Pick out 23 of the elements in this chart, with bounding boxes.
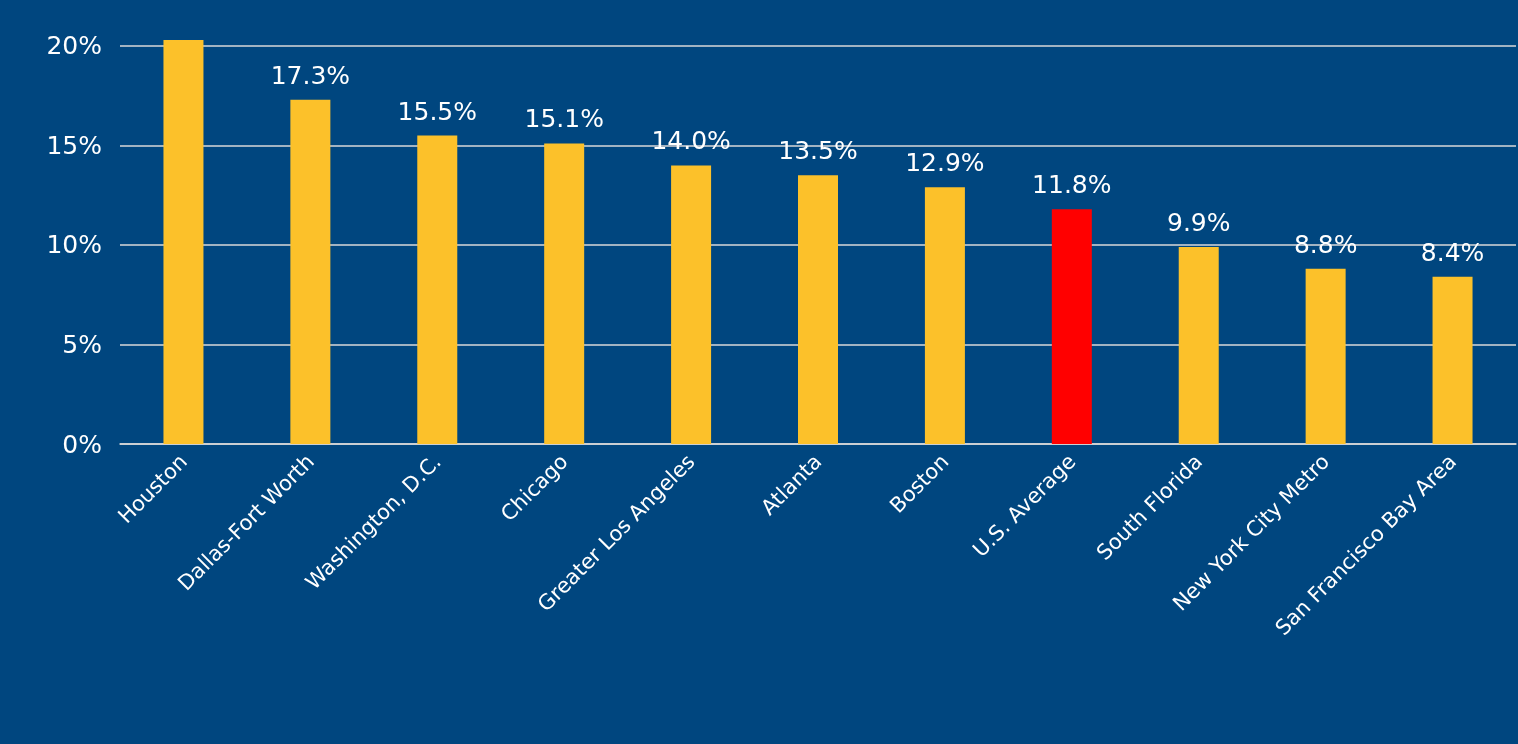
data-label: 17.3% bbox=[270, 60, 351, 90]
y-tick-label: 5% bbox=[62, 329, 102, 359]
y-tick-label: 0% bbox=[62, 429, 102, 459]
bar bbox=[1305, 268, 1346, 444]
bar bbox=[671, 165, 712, 444]
y-tick-label: 15% bbox=[46, 130, 102, 160]
data-label: 15.1% bbox=[524, 104, 604, 134]
bar bbox=[924, 187, 965, 444]
y-tick-label: 20% bbox=[46, 31, 102, 61]
bar bbox=[1178, 246, 1219, 444]
data-label: 11.8% bbox=[1032, 170, 1112, 200]
data-label: 15.5% bbox=[397, 96, 477, 126]
data-label: 8.4% bbox=[1420, 237, 1485, 267]
bar bbox=[1432, 276, 1473, 444]
data-label: 9.9% bbox=[1166, 207, 1231, 237]
y-tick-label: 10% bbox=[46, 230, 102, 260]
data-label: 12.9% bbox=[905, 148, 985, 178]
bar bbox=[1051, 209, 1092, 444]
bar bbox=[290, 99, 331, 444]
bar bbox=[417, 135, 458, 444]
bar bbox=[798, 175, 838, 444]
bar bbox=[163, 40, 204, 444]
bar bbox=[544, 143, 585, 444]
